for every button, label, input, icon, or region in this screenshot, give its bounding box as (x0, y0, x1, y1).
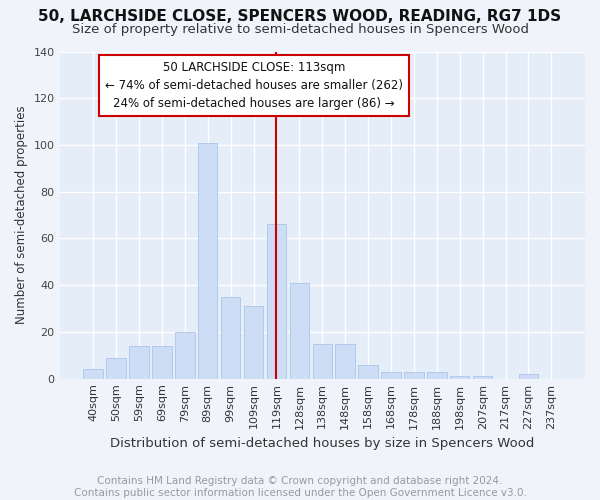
X-axis label: Distribution of semi-detached houses by size in Spencers Wood: Distribution of semi-detached houses by … (110, 437, 535, 450)
Bar (267, 224, 286, 378)
Bar (129, 346, 149, 378)
Bar (427, 372, 446, 378)
Bar (519, 374, 538, 378)
Text: 50, LARCHSIDE CLOSE, SPENCERS WOOD, READING, RG7 1DS: 50, LARCHSIDE CLOSE, SPENCERS WOOD, READ… (38, 9, 562, 24)
Bar (313, 344, 332, 378)
Bar (404, 372, 424, 378)
Bar (244, 306, 263, 378)
Text: 50 LARCHSIDE CLOSE: 113sqm
← 74% of semi-detached houses are smaller (262)
24% o: 50 LARCHSIDE CLOSE: 113sqm ← 74% of semi… (105, 62, 403, 110)
Bar (83, 370, 103, 378)
Bar (221, 297, 241, 378)
Bar (358, 364, 378, 378)
Bar (175, 332, 194, 378)
Bar (473, 376, 493, 378)
Bar (450, 376, 469, 378)
Bar (290, 283, 309, 378)
Bar (381, 372, 401, 378)
Bar (335, 344, 355, 378)
Text: Contains HM Land Registry data © Crown copyright and database right 2024.
Contai: Contains HM Land Registry data © Crown c… (74, 476, 526, 498)
Bar (152, 346, 172, 378)
Bar (106, 358, 126, 378)
Text: Size of property relative to semi-detached houses in Spencers Wood: Size of property relative to semi-detach… (71, 22, 529, 36)
Y-axis label: Number of semi-detached properties: Number of semi-detached properties (15, 106, 28, 324)
Bar (198, 142, 217, 378)
